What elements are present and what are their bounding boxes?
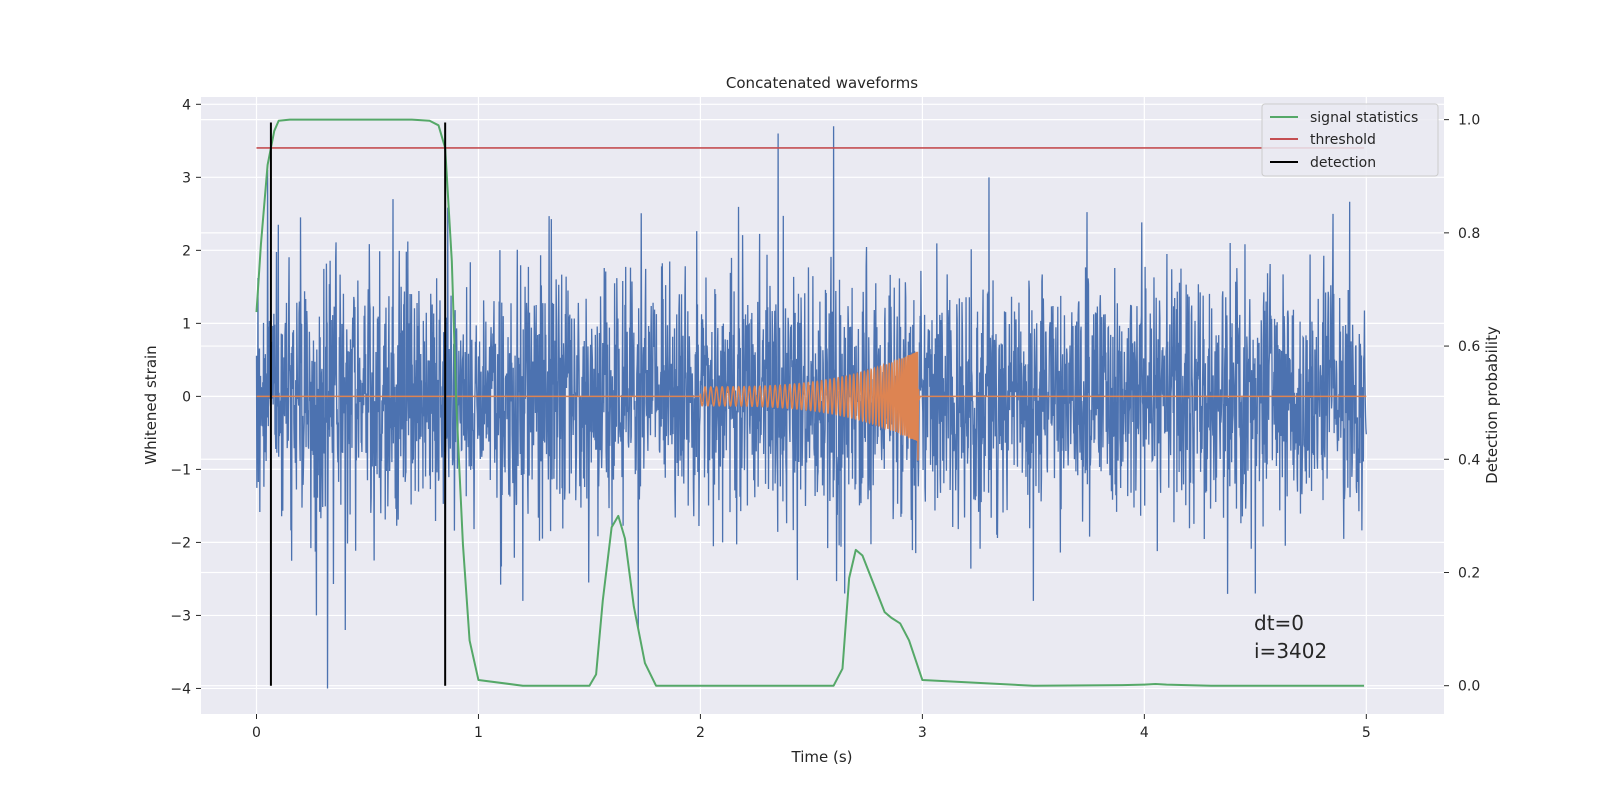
y-axis-label: Whitened strain bbox=[142, 345, 160, 464]
x-tick-label: 5 bbox=[1362, 725, 1371, 741]
x-tick-label: 1 bbox=[474, 725, 483, 741]
ticks: 0 1 2 3 4 5 −4 −3 −2 −1 0 1 2 3 4 0.0 0.2 0.4 0.6 0.8 1.0 bbox=[170, 97, 1480, 741]
series-layer bbox=[255, 118, 1367, 689]
annotation-index: i=3402 bbox=[1254, 639, 1327, 663]
chart-title: Concatenated waveforms bbox=[726, 74, 918, 92]
x-tick-label: 0 bbox=[252, 725, 261, 741]
series-signal-statistics bbox=[255, 118, 1365, 687]
x-tick-label: 4 bbox=[1140, 725, 1149, 741]
y-right-tick-label: 0.2 bbox=[1458, 565, 1480, 581]
y-tick-label: −3 bbox=[170, 608, 191, 624]
series-chirp bbox=[256, 351, 1367, 461]
x-tick-label: 3 bbox=[918, 725, 927, 741]
y-right-tick-label: 1.0 bbox=[1458, 113, 1480, 129]
y-tick-label: −1 bbox=[170, 462, 191, 478]
series-noise bbox=[255, 126, 1367, 689]
y-tick-label: 2 bbox=[182, 243, 191, 259]
y-right-tick-label: 0.6 bbox=[1458, 339, 1480, 355]
y-right-tick-label: 0.8 bbox=[1458, 226, 1480, 242]
y-right-tick-label: 0.0 bbox=[1458, 679, 1480, 695]
y-tick-label: −4 bbox=[170, 681, 191, 697]
annotation-dt: dt=0 bbox=[1254, 611, 1304, 635]
legend-label-detection: detection bbox=[1310, 155, 1376, 171]
legend-label-signal-statistics: signal statistics bbox=[1310, 110, 1418, 126]
legend-label-threshold: threshold bbox=[1310, 132, 1376, 148]
y-tick-label: 4 bbox=[182, 97, 191, 113]
legend: signal statistics threshold detection bbox=[1261, 103, 1439, 177]
x-axis-label: Time (s) bbox=[791, 748, 853, 766]
y-right-tick-label: 0.4 bbox=[1458, 452, 1480, 468]
x-tick-label: 2 bbox=[696, 725, 705, 741]
y-tick-label: −2 bbox=[170, 535, 191, 551]
y-tick-label: 1 bbox=[182, 316, 191, 332]
y-right-axis-label: Detection probability bbox=[1483, 326, 1501, 484]
y-tick-label: 3 bbox=[182, 170, 191, 186]
legend-box bbox=[1261, 103, 1439, 177]
y-tick-label: 0 bbox=[182, 389, 191, 405]
